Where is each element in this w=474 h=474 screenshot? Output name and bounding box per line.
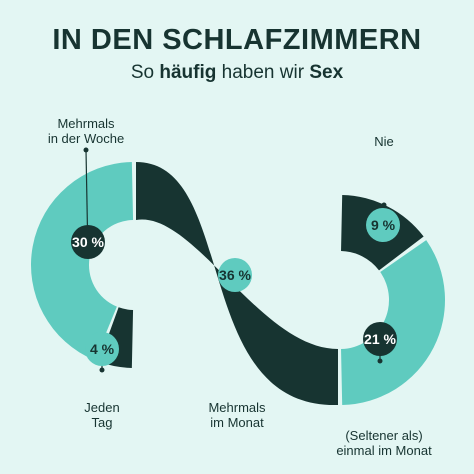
connector-dot-4: [381, 202, 387, 208]
subtitle-bold-haeufig: häufig: [159, 62, 217, 83]
slice-3: [341, 240, 445, 405]
category-label-3-line-1: einmal im Monat: [336, 443, 432, 458]
value-badge-4: [366, 208, 400, 242]
subtitle-part-1: So: [130, 62, 160, 83]
connector-dot-3: [377, 358, 383, 364]
category-label-0-line-1: in der Woche: [48, 131, 124, 146]
chart-subtitle: So häufig haben wir Sex: [0, 62, 474, 84]
value-label-3: 21 %: [364, 331, 396, 347]
slice-0: [30, 162, 134, 361]
value-label-4: 9 %: [371, 217, 396, 233]
value-badge-1: [85, 332, 119, 366]
category-label-1-line-0: Jeden: [84, 400, 119, 415]
value-label-0: 30 %: [72, 234, 104, 250]
value-badge-3: [363, 322, 397, 356]
subtitle-bold-sex: Sex: [309, 62, 344, 83]
category-label-3-line-0: (Seltener als): [345, 428, 422, 443]
value-badge-0: [71, 225, 105, 259]
value-badge-2: [218, 258, 252, 292]
category-label-4-line-0: Nie: [374, 134, 394, 149]
category-label-2-line-1: im Monat: [210, 415, 264, 430]
value-label-2: 36 %: [219, 267, 251, 283]
category-label-2-line-0: Mehrmals: [208, 400, 266, 415]
value-label-1: 4 %: [90, 341, 115, 357]
subtitle-part-2: haben wir: [216, 62, 310, 83]
category-label-0-line-0: Mehrmals: [57, 116, 115, 131]
slice-2: [136, 162, 338, 406]
connector-dot-2: [234, 294, 240, 300]
connector-dot-1: [99, 367, 105, 373]
connector-dot-0: [83, 147, 89, 153]
category-label-1-line-1: Tag: [92, 415, 113, 430]
chart-title: IN DEN SCHLAFZIMMERN: [52, 24, 422, 56]
